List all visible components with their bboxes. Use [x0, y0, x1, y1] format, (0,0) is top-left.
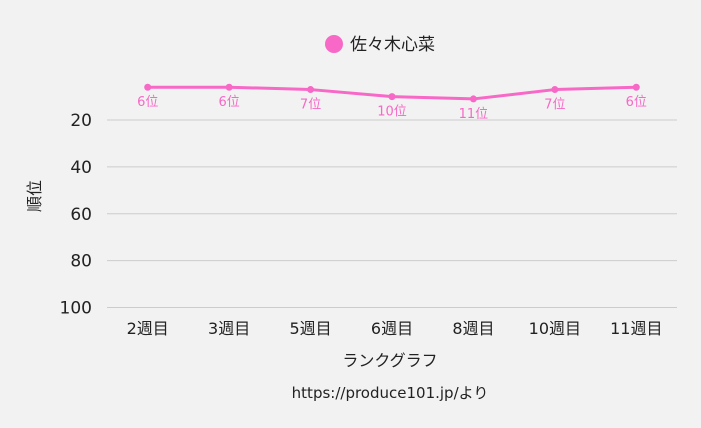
- data-label: 7位: [544, 98, 565, 113]
- y-tick-label: 80: [70, 252, 92, 272]
- data-label: 6位: [626, 95, 647, 110]
- y-axis-ticks: 20 40 60 80 100: [60, 111, 92, 318]
- data-point: [307, 86, 315, 94]
- x-tick-label: 6週目: [371, 319, 413, 338]
- x-tick-label: 3週目: [208, 319, 250, 338]
- data-label: 7位: [300, 98, 321, 113]
- data-labels: 6位 6位 7位 10位 11位 7位 6位: [137, 95, 647, 122]
- y-tick-label: 40: [70, 158, 92, 178]
- data-point: [632, 83, 640, 91]
- x-tick-label: 5週目: [289, 319, 331, 338]
- y-tick-label: 60: [70, 205, 92, 225]
- x-axis-ticks: 2週目 3週目 5週目 6週目 8週目 10週目 11週目: [127, 319, 663, 338]
- y-tick-label: 20: [70, 111, 92, 131]
- data-label: 6位: [137, 95, 158, 110]
- legend-marker: [325, 35, 343, 53]
- y-tick-label: 100: [60, 299, 92, 319]
- data-point: [469, 95, 477, 103]
- x-tick-label: 2週目: [127, 319, 169, 338]
- data-label: 6位: [219, 95, 240, 110]
- data-point: [551, 86, 559, 94]
- data-point: [144, 83, 152, 91]
- legend: 佐々木心菜: [325, 35, 435, 55]
- x-axis-title: ランクグラフ: [342, 351, 437, 370]
- data-label: 10位: [377, 105, 407, 120]
- grid-lines: [107, 119, 677, 308]
- x-tick-label: 10週目: [529, 319, 581, 338]
- data-label: 11位: [459, 107, 489, 122]
- legend-label: 佐々木心菜: [350, 35, 435, 55]
- data-point: [388, 93, 396, 101]
- series-line-group: [144, 83, 640, 103]
- data-point: [225, 83, 233, 91]
- y-axis-title: 順位: [25, 180, 44, 212]
- x-tick-label: 11週目: [610, 319, 662, 338]
- x-tick-label: 8週目: [452, 319, 494, 338]
- source-note: https://produce101.jp/より: [292, 384, 489, 402]
